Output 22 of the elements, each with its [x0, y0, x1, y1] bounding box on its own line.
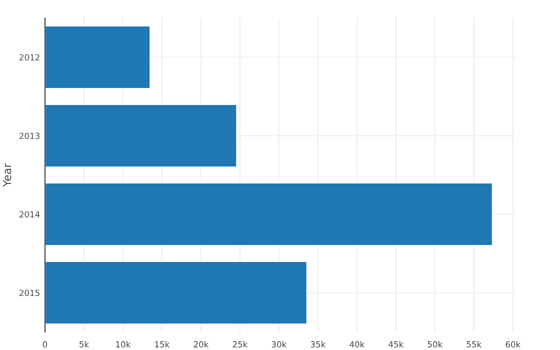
x-tick-label: 50k [428, 341, 443, 348]
x-tick-label: 5k [80, 341, 90, 348]
bar [45, 25, 151, 90]
bar [45, 182, 494, 246]
x-tick-label: 55k [466, 341, 482, 348]
x-tick-label: 10k [116, 341, 131, 348]
x-tick-label: 0 [42, 341, 48, 348]
x-tick-label: 45k [388, 341, 404, 348]
x-tick-label: 15k [155, 341, 170, 348]
x-tick-label: 25k [232, 341, 248, 348]
x-tick-label: 35k [310, 341, 326, 348]
bar [45, 260, 308, 325]
x-tick-label: 60k [506, 341, 521, 348]
x-tick-label: 20k [194, 341, 209, 348]
x-tick-label: 40k [350, 341, 365, 348]
bar [45, 104, 238, 168]
y-tick-label: 2012 [20, 54, 40, 61]
y-tick-label: 2015 [20, 290, 40, 296]
y-tick-label: 2013 [20, 132, 40, 140]
y-axis-title: Year [2, 163, 12, 187]
y-tick-label: 2014 [20, 211, 40, 218]
x-tick-label: 30k [272, 341, 287, 348]
